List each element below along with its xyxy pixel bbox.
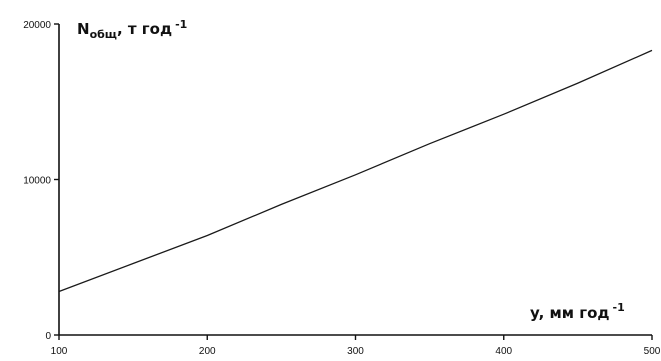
- x-axis-title: y, мм год -1: [530, 301, 625, 322]
- y-axis-title-sub: общ: [90, 28, 117, 41]
- y-ticks: 0 10000 20000: [23, 20, 59, 342]
- y-tick-label: 10000: [23, 176, 51, 187]
- x-tick-label: 100: [51, 346, 68, 357]
- x-tick-label: 500: [644, 346, 661, 357]
- x-axis-title-sup: -1: [613, 301, 625, 314]
- x-tick-label: 300: [347, 346, 364, 357]
- series-line: [58, 49, 653, 293]
- x-ticks: 100 200 300 400 500: [51, 335, 661, 357]
- y-axis-title-main: N: [77, 20, 90, 38]
- y-axis-title: Nобщ, т год -1: [77, 18, 187, 41]
- x-axis-title-main: y, мм год: [530, 304, 610, 322]
- series-layer: [58, 49, 653, 293]
- y-axis-title-sup: -1: [175, 18, 187, 31]
- y-tick-label: 20000: [23, 20, 51, 31]
- x-tick-label: 200: [199, 346, 216, 357]
- x-tick-label: 400: [495, 346, 512, 357]
- y-axis-title-rest: , т год: [117, 20, 172, 38]
- y-tick-label: 0: [45, 331, 51, 342]
